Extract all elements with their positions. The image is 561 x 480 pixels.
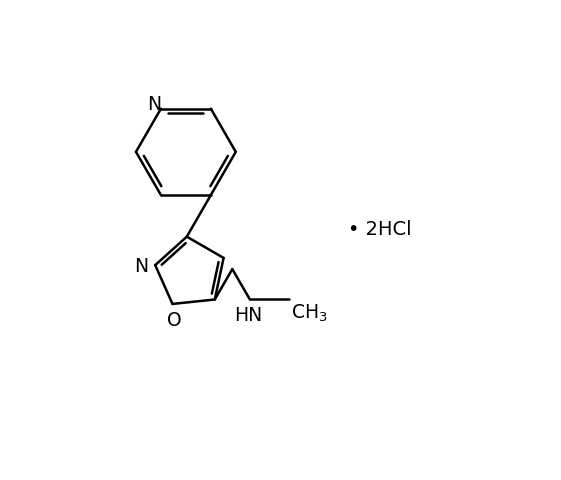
Text: N: N <box>147 96 162 114</box>
Text: HN: HN <box>234 306 262 325</box>
Text: CH$_3$: CH$_3$ <box>292 303 328 324</box>
Text: O: O <box>167 311 182 330</box>
Text: • 2HCl: • 2HCl <box>348 220 412 239</box>
Text: N: N <box>135 257 149 276</box>
